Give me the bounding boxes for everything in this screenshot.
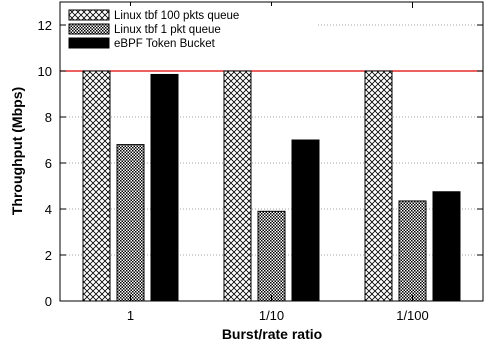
bar-solid-1 <box>291 139 320 302</box>
bar-solid-2 <box>432 191 461 302</box>
y-tick-label: 12 <box>38 18 52 33</box>
legend-swatch-checker <box>68 23 110 35</box>
y-axis-label: Throughput (Mbps) <box>9 87 25 215</box>
bar-crosshatch-1 <box>223 70 252 302</box>
y-tick-label: 0 <box>45 294 52 309</box>
x-axis-label: Burst/rate ratio <box>222 326 322 342</box>
legend-label: Linux tbf 100 pkts queue <box>114 10 239 22</box>
bar-solid-0 <box>150 73 179 302</box>
y-tick-label: 10 <box>38 64 52 79</box>
x-tick-label: 1/100 <box>396 308 429 323</box>
legend-label: Linux tbf 1 pkt queue <box>114 24 221 36</box>
bars <box>82 70 461 302</box>
legend-swatch-solid <box>68 37 110 49</box>
legend-swatch-crosshatch <box>68 9 110 21</box>
bar-checker-1 <box>257 210 286 302</box>
x-axis-ticks: 1 1/10 1/100 <box>127 2 429 323</box>
y-tick-label: 6 <box>45 156 52 171</box>
legend-label: eBPF Token Bucket <box>114 38 216 50</box>
y-tick-label: 4 <box>45 202 52 217</box>
y-axis-ticks: 0 2 4 6 8 10 12 <box>38 18 483 309</box>
bar-crosshatch-2 <box>364 70 393 302</box>
bar-checker-2 <box>398 200 427 302</box>
x-tick-label: 1 <box>127 308 134 323</box>
y-tick-label: 2 <box>45 248 52 263</box>
bar-checker-0 <box>116 144 145 302</box>
legend: Linux tbf 100 pkts queue Linux tbf 1 pkt … <box>66 6 316 54</box>
bar-crosshatch-0 <box>82 70 111 302</box>
y-tick-label: 8 <box>45 110 52 125</box>
x-tick-label: 1/10 <box>259 308 284 323</box>
